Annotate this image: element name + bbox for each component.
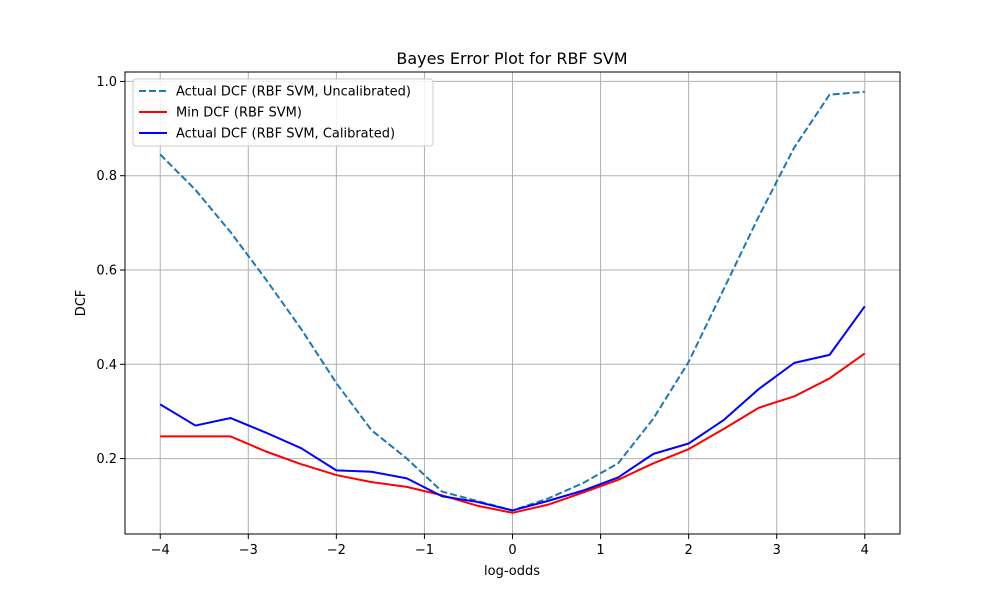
x-tick-label: 4 [861, 543, 869, 558]
x-tick-label: −4 [151, 543, 170, 558]
x-tick-label: 3 [773, 543, 781, 558]
x-tick-label: −3 [239, 543, 258, 558]
series-lines [159, 90, 866, 514]
grid-lines [125, 72, 900, 534]
y-tick-label: 0.6 [96, 264, 117, 279]
x-tick-label: 0 [508, 543, 516, 558]
legend-box [132, 78, 434, 147]
legend-label-3: Actual DCF (RBF SVM, Calibrated) [176, 127, 395, 142]
x-tick-label: 2 [684, 543, 692, 558]
y-tick-label: 0.8 [96, 169, 117, 184]
legend-label-1: Actual DCF (RBF SVM, Uncalibrated) [176, 85, 411, 100]
y-tick-label: 0.4 [96, 358, 117, 373]
y-tick-label: 0.2 [96, 452, 117, 467]
chart-title: Bayes Error Plot for RBF SVM [396, 49, 627, 68]
x-axis-title: log-odds [484, 564, 540, 579]
x-tick-label: −2 [327, 543, 346, 558]
series-line-2 [160, 352, 866, 514]
legend: Actual DCF (RBF SVM, Uncalibrated) Min DC… [132, 78, 434, 147]
axis-ticks: −4 −3 −2 −1 0 1 2 3 4 0.2 0.4 0.6 0.8 1.0 [96, 75, 869, 558]
y-tick-label: 1.0 [96, 75, 117, 90]
legend-label-2: Min DCF (RBF SVM) [176, 106, 302, 121]
series-line-3 [159, 305, 866, 512]
y-axis-title: DCF [74, 290, 89, 317]
x-tick-label: 1 [596, 543, 604, 558]
x-tick-label: −1 [415, 543, 434, 558]
